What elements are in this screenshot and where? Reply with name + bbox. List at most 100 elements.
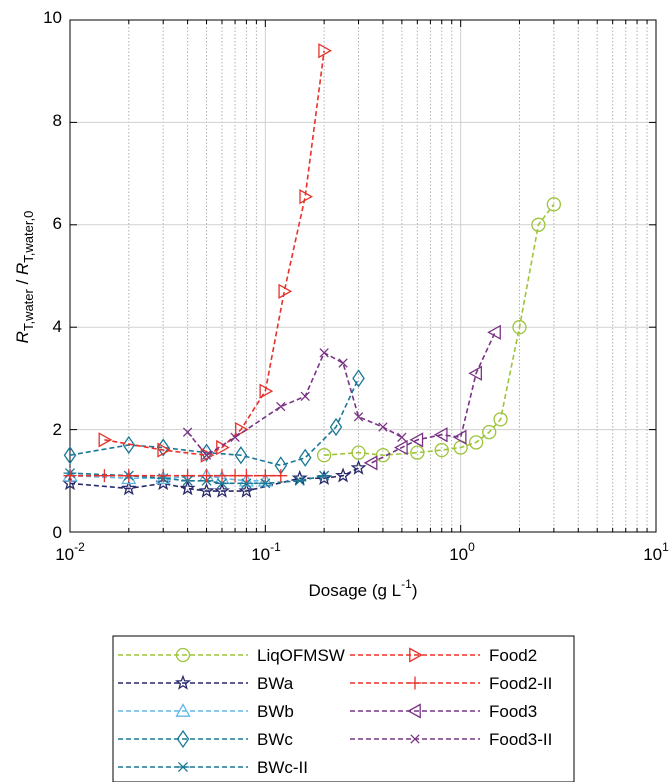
legend-marker xyxy=(175,647,191,663)
data-point-liqofmsw xyxy=(375,448,391,463)
data-point-food3-ii xyxy=(201,450,212,460)
data-point-food2-ii xyxy=(122,469,136,483)
data-point-food3-ii xyxy=(397,432,407,442)
data-point-food2-ii xyxy=(228,469,242,483)
y-tick-label: 6 xyxy=(53,214,62,233)
legend-label: Food2 xyxy=(489,646,537,665)
data-point-food2-ii xyxy=(97,469,111,483)
data-point-food2-ii xyxy=(200,469,214,483)
data-point-bwc-ii xyxy=(215,478,229,489)
legend-item-liqofmsw: LiqOFMSW xyxy=(118,646,345,665)
legend-marker xyxy=(410,734,420,744)
y-tick-labels: 0 2 4 6 8 10 xyxy=(43,8,62,542)
data-point-bwa xyxy=(198,482,215,498)
x-tick-labels: 10-2 10-1 100 101 xyxy=(55,540,669,564)
data-point-bwa xyxy=(214,482,230,498)
data-point-food2 xyxy=(318,43,332,59)
data-point-liqofmsw xyxy=(482,425,497,440)
data-point-food3 xyxy=(468,365,482,381)
legend-marker xyxy=(175,703,191,717)
legend-item-food2-ii: Food2-II xyxy=(350,674,552,693)
data-point-food3 xyxy=(409,432,424,448)
data-point-food2-ii xyxy=(181,469,195,483)
y-tick-label: 2 xyxy=(53,420,62,439)
legend-marker xyxy=(409,647,423,663)
data-point-food2-ii xyxy=(239,469,253,483)
data-point-food3-ii xyxy=(276,401,286,412)
data-point-food3-ii xyxy=(182,427,193,437)
data-point-bwa xyxy=(238,482,255,498)
data-point-bwc-ii xyxy=(258,478,272,489)
data-point-bwb xyxy=(121,470,137,485)
data-point-bwc xyxy=(352,369,365,388)
data-point-bwc xyxy=(122,435,136,455)
legend-marker xyxy=(176,761,190,773)
legend-label: BWb xyxy=(257,702,294,721)
data-point-liqofmsw xyxy=(546,197,562,212)
series-bwa xyxy=(62,459,367,498)
data-point-food2-ii xyxy=(258,469,272,483)
series-line-bwc-ii xyxy=(69,472,325,485)
legend-marker xyxy=(175,674,191,690)
legend-marker xyxy=(408,676,422,690)
legend-item-bwc-ii: BWc-II xyxy=(118,758,308,777)
series-line-food3 xyxy=(371,331,496,464)
y-tick-label: 4 xyxy=(53,317,62,336)
x-tick-label: 101 xyxy=(643,540,669,564)
data-point-bwc xyxy=(329,417,343,437)
data-point-bwa xyxy=(120,480,137,496)
data-point-food3-ii xyxy=(353,412,364,422)
data-point-food2-ii xyxy=(274,469,288,483)
legend-item-food3-ii: Food3-II xyxy=(350,730,552,749)
data-point-liqofmsw xyxy=(493,412,508,427)
data-point-liqofmsw xyxy=(351,445,366,460)
legend-marker xyxy=(176,729,190,749)
legend-box xyxy=(112,635,575,782)
data-point-food2-ii xyxy=(63,469,77,483)
data-point-food3 xyxy=(433,427,448,443)
data-point-bwc xyxy=(298,448,312,467)
legend-label: LiqOFMSW xyxy=(257,646,345,665)
data-point-food3 xyxy=(363,455,378,471)
legend-item-bwc: BWc xyxy=(118,729,293,749)
series-layer xyxy=(62,43,562,498)
y-tick-label: 10 xyxy=(43,8,62,27)
x-axis-title: Dosage (g L-1) xyxy=(309,577,418,600)
plot-frame xyxy=(69,19,657,533)
series-liqofmsw xyxy=(316,197,562,463)
series-bwc-ii xyxy=(63,468,331,489)
y-axis-title: RT,water / RT,water,0 xyxy=(13,211,36,344)
data-point-bwa xyxy=(350,459,367,475)
data-point-food3-ii xyxy=(378,422,388,432)
legend-label: BWa xyxy=(257,674,294,693)
legend-label: BWc xyxy=(257,730,293,749)
series-food2 xyxy=(98,43,332,463)
data-point-food3-ii xyxy=(300,391,310,402)
data-point-bwc-ii xyxy=(293,475,307,486)
legend-item-bwa: BWa xyxy=(118,674,294,693)
data-point-liqofmsw xyxy=(410,445,425,460)
x-tick-label: 10-2 xyxy=(55,540,85,564)
data-point-bwc xyxy=(234,446,248,465)
data-point-liqofmsw xyxy=(531,217,546,232)
legend-label: Food3 xyxy=(489,702,537,721)
legend-label: BWc-II xyxy=(257,758,308,777)
series-line-food3-ii xyxy=(186,351,403,457)
data-point-food3 xyxy=(452,429,467,445)
data-point-food3 xyxy=(394,439,408,456)
data-point-liqofmsw xyxy=(434,442,449,458)
legend-item-food2: Food2 xyxy=(350,646,537,665)
data-point-food3-ii xyxy=(230,432,240,442)
data-point-bwa xyxy=(335,467,352,483)
data-point-food3 xyxy=(487,324,501,340)
legend: LiqOFMSW BWa BWb BWc BWc-II Food2 Food2-II Food… xyxy=(112,635,575,782)
data-point-bwc-ii xyxy=(239,478,253,489)
data-point-food2 xyxy=(200,447,215,463)
data-point-liqofmsw xyxy=(316,448,332,463)
series-line-food2 xyxy=(104,50,325,457)
data-point-food2 xyxy=(235,421,249,438)
data-point-liqofmsw xyxy=(512,320,527,335)
y-tick-label: 8 xyxy=(53,111,62,130)
data-point-bwc xyxy=(63,446,77,465)
